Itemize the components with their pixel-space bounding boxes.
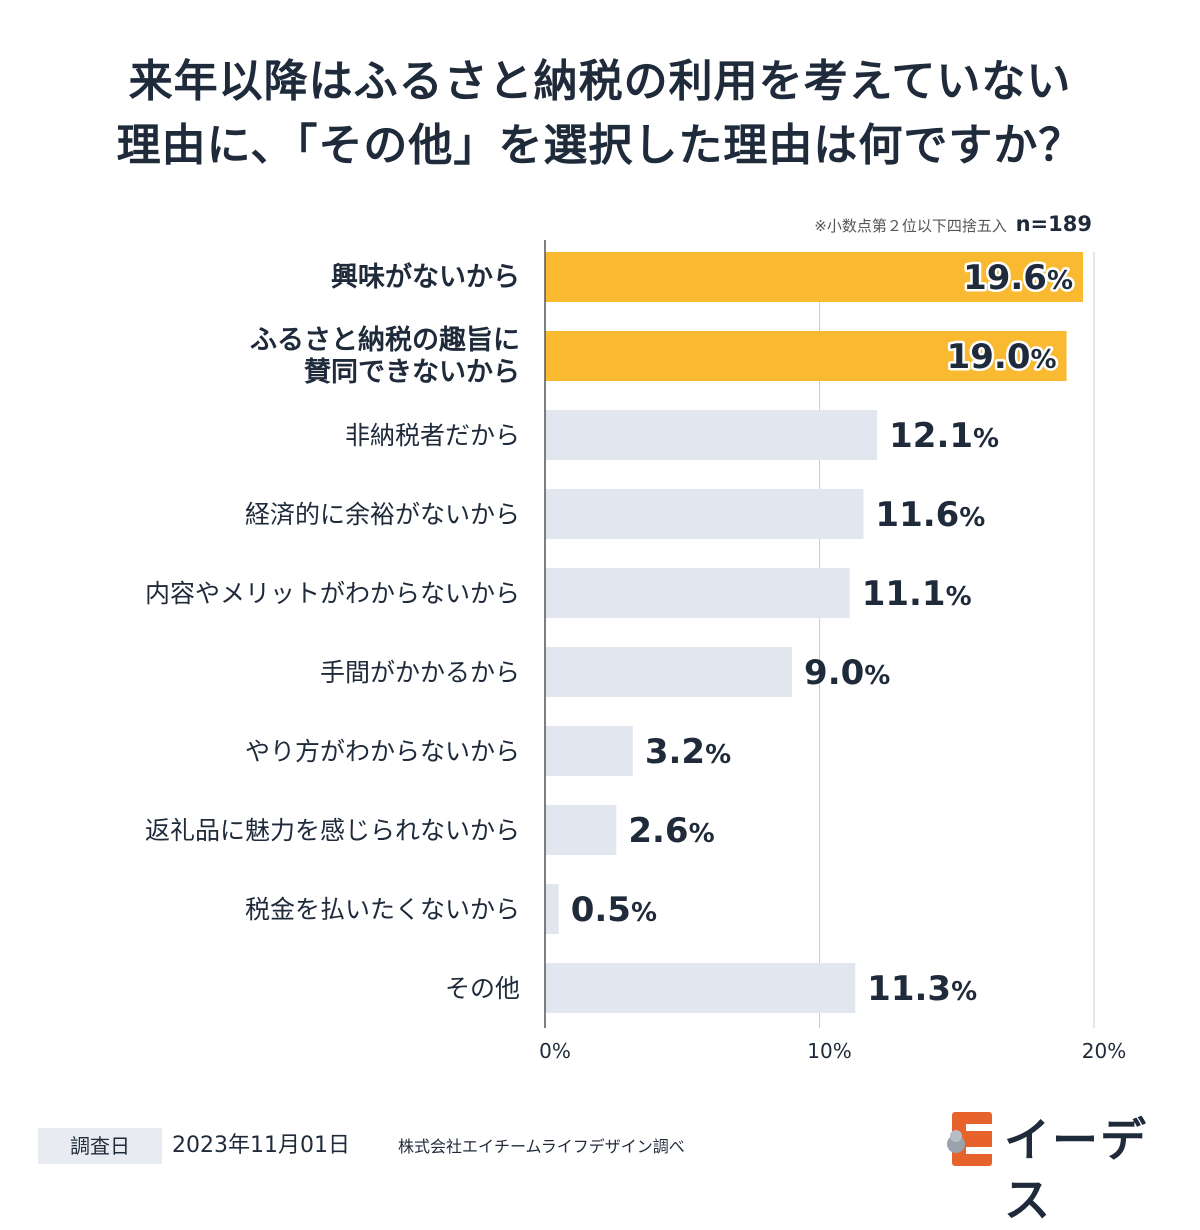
bar xyxy=(545,331,1067,381)
value-label: 11.6% xyxy=(875,495,985,535)
sample-size: n=189 xyxy=(1015,212,1092,236)
value-label: 2.6% xyxy=(628,811,714,851)
survey-date-label: 調査日 xyxy=(38,1128,162,1164)
category-label: 税金を払いたくないから xyxy=(245,895,520,924)
value-label: 3.2% xyxy=(645,732,731,772)
value-label: 0.5% xyxy=(571,890,657,930)
source-credit: 株式会社エイチームライフデザイン調べ xyxy=(398,1137,685,1156)
bar xyxy=(545,884,559,934)
category-label: 内容やメリットがわからないから xyxy=(145,579,520,608)
title-line-2: 理由に、「その他」を選択した理由は何ですか？ xyxy=(116,120,1084,171)
category-label: 手間がかかるから xyxy=(320,658,520,687)
bar xyxy=(545,647,793,697)
category-label: 非納税者だから xyxy=(345,421,520,450)
tick-label: 10% xyxy=(807,1039,851,1063)
bar xyxy=(545,568,850,618)
category-label: 返礼品に魅力を感じられないから xyxy=(145,816,520,845)
tick-label: 20% xyxy=(1082,1039,1126,1063)
category-label: 経済的に余裕がないから xyxy=(245,500,520,529)
value-label: 19.0% xyxy=(947,337,1057,377)
category-label: やり方がわからないから xyxy=(245,737,520,766)
value-label: 11.1% xyxy=(862,574,972,614)
value-label: 11.3% xyxy=(867,969,977,1009)
chart-title: 来年以降はふるさと納税の利用を考えていない 理由に、「その他」を選択した理由は何… xyxy=(0,50,1200,178)
category-label: 興味がないから xyxy=(331,261,520,293)
brand-logo[interactable]: イーデス xyxy=(946,1110,1176,1227)
logo-text: イーデス xyxy=(1004,1113,1148,1227)
value-label: 12.1% xyxy=(889,416,999,456)
value-label: 9.0% xyxy=(804,653,890,693)
category-label: ふるさと納税の趣旨に xyxy=(250,324,520,356)
chart-note: ※小数点第２位以下四捨五入 n=189 xyxy=(814,212,1092,236)
bar xyxy=(545,963,856,1013)
title-line-1: 来年以降はふるさと納税の利用を考えていない xyxy=(128,56,1072,107)
e-mascot-icon xyxy=(947,1112,992,1166)
category-label: 賛同できないから xyxy=(304,357,520,388)
bar xyxy=(545,805,617,855)
bar xyxy=(545,410,878,460)
survey-date: 2023年11月01日 xyxy=(172,1133,350,1158)
rounding-note: ※小数点第２位以下四捨五入 xyxy=(814,217,1007,235)
tick-label: 0% xyxy=(539,1039,571,1063)
category-label: その他 xyxy=(445,974,520,1003)
bar xyxy=(545,726,633,776)
value-label: 19.6% xyxy=(963,258,1073,298)
bar xyxy=(545,489,864,539)
bar xyxy=(545,252,1084,302)
